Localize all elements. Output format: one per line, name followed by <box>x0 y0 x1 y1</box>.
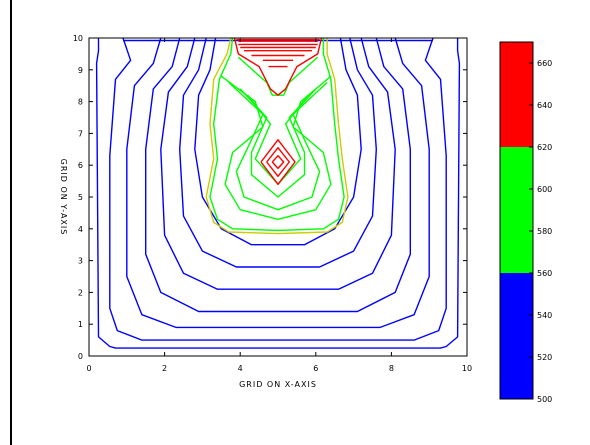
colorbar-tick-label: 580 <box>537 227 552 236</box>
x-tick-label: 8 <box>389 364 394 373</box>
blue-contour-line-4 <box>144 37 411 313</box>
colorbar-tick-label: 520 <box>537 353 552 362</box>
green-contour-line-1 <box>209 37 345 232</box>
x-tick-label: 10 <box>462 364 472 373</box>
colorbar-band <box>500 147 533 273</box>
colorbar-tick-label: 560 <box>537 269 552 278</box>
x-tick-label: 4 <box>238 364 243 373</box>
y-tick-label: 9 <box>78 66 83 75</box>
colorbar: 500 520 540 560 580 600 620 640 660 <box>499 41 552 404</box>
y-tick-label: 7 <box>78 129 83 138</box>
red-contour-line-12 <box>271 154 285 170</box>
blue-contour-line-3 <box>126 37 430 329</box>
red-contour-line-10 <box>260 139 296 186</box>
blue-contour-line-7 <box>194 37 362 246</box>
colorbar-tick-label: 500 <box>537 395 552 404</box>
colorbar-frame <box>499 41 534 400</box>
y-tick-label: 10 <box>73 34 83 43</box>
colorbar-tick-label: 640 <box>537 101 552 110</box>
left-border-line <box>10 0 12 445</box>
y-tick-label: 4 <box>78 225 83 234</box>
red-contour-line-1 <box>233 37 323 96</box>
blue-contour-line-2 <box>109 37 447 341</box>
y-tick-label: 6 <box>78 161 83 170</box>
green-contour-line-4 <box>239 88 317 198</box>
x-tick-label: 6 <box>313 364 318 373</box>
x-axis-title: GRID ON X-AXIS <box>239 380 317 389</box>
colorbar-band <box>500 42 533 147</box>
x-tick-label: 0 <box>86 364 91 373</box>
y-axis-title: GRID ON Y-AXIS <box>59 159 68 236</box>
contour-lines <box>95 37 461 349</box>
colorbar-tick-label: 620 <box>537 143 552 152</box>
blue-contour-line-1 <box>95 38 461 349</box>
y-tick-label: 2 <box>78 288 83 297</box>
red-contour-line-11 <box>266 146 290 178</box>
colorbar-tick-label: 540 <box>537 311 552 320</box>
green-contour-line-6 <box>237 56 319 96</box>
y-tick-label: 8 <box>78 98 83 107</box>
axis-ticks: 0 2 4 6 8 10 0 1 2 3 4 5 6 7 8 9 10 <box>73 34 472 373</box>
green-contour-line-3 <box>228 81 328 211</box>
colorbar-tick-label: 660 <box>537 59 552 68</box>
colorbar-band <box>500 273 533 399</box>
yellow-contour-line-1 <box>205 37 349 235</box>
blue-contour-line-6 <box>178 37 377 268</box>
green-contour-line-2 <box>220 75 332 221</box>
y-tick-label: 0 <box>78 352 83 361</box>
y-tick-label: 1 <box>78 320 83 329</box>
y-tick-label: 3 <box>78 257 83 266</box>
y-tick-label: 5 <box>78 193 83 202</box>
x-tick-label: 2 <box>162 364 167 373</box>
blue-contour-line-5 <box>160 37 396 290</box>
colorbar-tick-label: 600 <box>537 185 552 194</box>
